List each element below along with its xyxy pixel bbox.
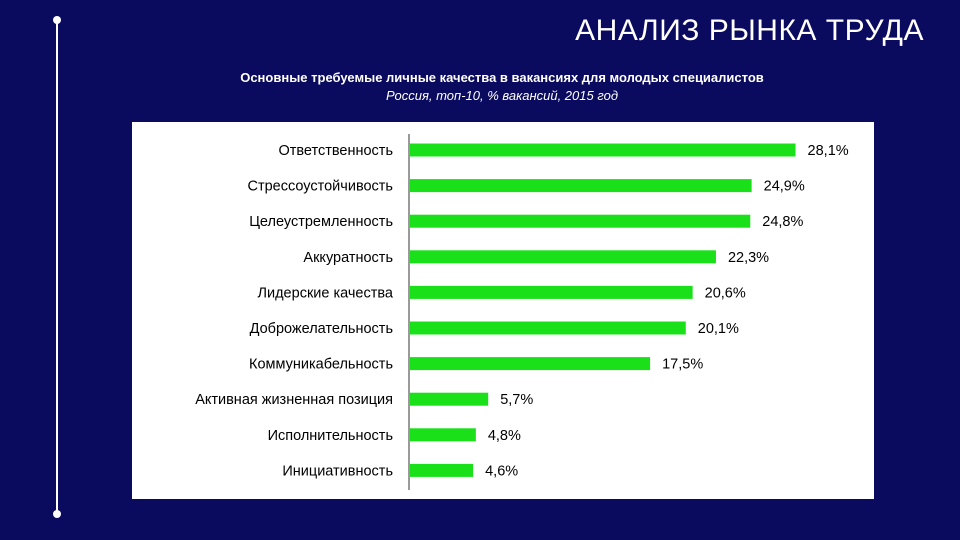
bar bbox=[410, 357, 651, 371]
category-label: Коммуникабельность bbox=[249, 357, 393, 373]
value-label: 28,1% bbox=[808, 143, 849, 159]
value-label: 20,6% bbox=[705, 285, 746, 301]
chart-subtitle: Россия, топ-10, % вакансий, 2015 год bbox=[385, 88, 619, 103]
decorative-dot-bottom bbox=[53, 510, 61, 518]
category-label: Исполнительность bbox=[268, 428, 393, 444]
value-label: 4,8% bbox=[488, 428, 521, 444]
decorative-vertical-line bbox=[56, 20, 58, 514]
bar bbox=[410, 214, 751, 228]
bar bbox=[410, 321, 686, 335]
bar bbox=[410, 428, 476, 442]
value-label: 24,8% bbox=[762, 214, 803, 230]
bar bbox=[410, 143, 796, 157]
bar bbox=[410, 179, 752, 193]
category-label: Доброжелательность bbox=[250, 321, 393, 337]
bar bbox=[410, 463, 474, 477]
category-label: Стрессоустойчивость bbox=[248, 179, 394, 195]
category-label: Целеустремленность bbox=[249, 214, 393, 230]
slide-title: АНАЛИЗ РЫНКА ТРУДА bbox=[575, 14, 924, 47]
value-label: 4,6% bbox=[485, 463, 518, 479]
value-label: 17,5% bbox=[662, 357, 703, 373]
bar bbox=[410, 250, 716, 264]
chart-title: Основные требуемые личные качества в вак… bbox=[240, 70, 764, 85]
bar bbox=[410, 392, 489, 406]
category-label: Инициативность bbox=[282, 463, 393, 479]
category-label: Аккуратность bbox=[303, 250, 393, 266]
value-label: 24,9% bbox=[764, 179, 805, 195]
value-label: 20,1% bbox=[698, 321, 739, 337]
chart-panel: Ответственность 28,1% Стрессоустойчивость 2… bbox=[132, 122, 874, 499]
category-label: Лидерские качества bbox=[257, 285, 393, 301]
decorative-dot-top bbox=[53, 16, 61, 24]
category-label: Ответственность bbox=[278, 143, 393, 159]
value-label: 5,7% bbox=[500, 392, 533, 408]
bar-chart: Ответственность 28,1% Стрессоустойчивость 2… bbox=[195, 134, 849, 490]
category-label: Активная жизненная позиция bbox=[195, 392, 393, 408]
value-label: 22,3% bbox=[728, 250, 769, 266]
bar bbox=[410, 285, 693, 299]
